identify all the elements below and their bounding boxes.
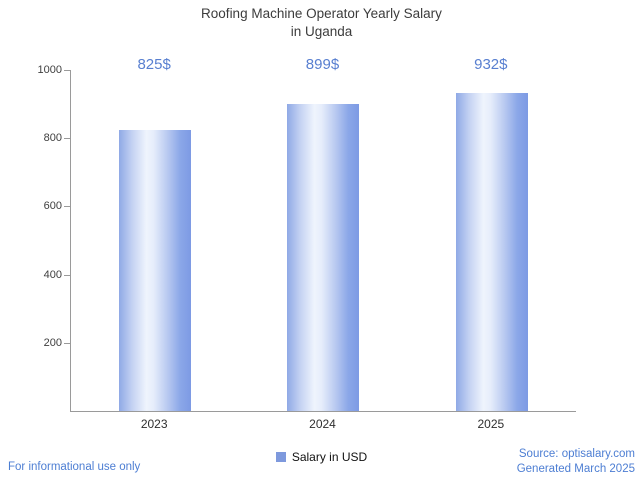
- y-tick-mark-200: [64, 342, 70, 344]
- y-tick-label-400: 400: [43, 268, 62, 281]
- plot-area: [70, 70, 576, 412]
- disclaimer-text: For informational use only: [8, 461, 141, 473]
- x-tick-label-2023: 2023: [140, 417, 168, 431]
- bar-slot-2025: [408, 70, 576, 411]
- bar-slot-2024: [239, 70, 407, 411]
- source-link[interactable]: Source: optisalary.com: [518, 448, 635, 460]
- y-tick-mark-800: [64, 138, 70, 140]
- y-tick-label-800: 800: [43, 132, 62, 145]
- chart-title-line1: Roofing Machine Operator Yearly Salary: [201, 6, 442, 21]
- value-labels: 825$ 899$ 932$: [70, 56, 575, 73]
- y-tick-mark-600: [64, 206, 70, 208]
- bar-2024[interactable]: [287, 104, 360, 411]
- value-label-2023: 825$: [137, 56, 171, 73]
- x-axis-labels: 2023 2024 2025: [70, 417, 575, 431]
- bar-slot-2023: [71, 70, 239, 411]
- y-tick-mark-400: [64, 274, 70, 276]
- chart-title: Roofing Machine Operator Yearly Salary i…: [0, 5, 643, 40]
- y-tick-label-200: 200: [43, 336, 62, 349]
- source-block: Source: optisalary.com Generated March 2…: [517, 447, 635, 477]
- value-label-2025: 932$: [474, 56, 508, 73]
- legend-swatch-icon: [275, 452, 286, 462]
- y-tick-mark-1000: [64, 70, 70, 71]
- x-tick-label-2024: 2024: [309, 417, 336, 431]
- y-tick-label-600: 600: [43, 200, 62, 213]
- chart-title-line2: in Uganda: [290, 23, 353, 39]
- legend-label: Salary in USD: [291, 450, 368, 464]
- y-tick-label-1000: 1000: [37, 64, 62, 76]
- bar-2025[interactable]: [455, 93, 528, 411]
- legend[interactable]: Salary in USD: [0, 450, 643, 464]
- value-label-2024: 899$: [305, 56, 340, 73]
- bar-2023[interactable]: [119, 129, 192, 411]
- x-tick-label-2025: 2025: [477, 417, 505, 431]
- generated-date: Generated March 2025: [516, 462, 635, 475]
